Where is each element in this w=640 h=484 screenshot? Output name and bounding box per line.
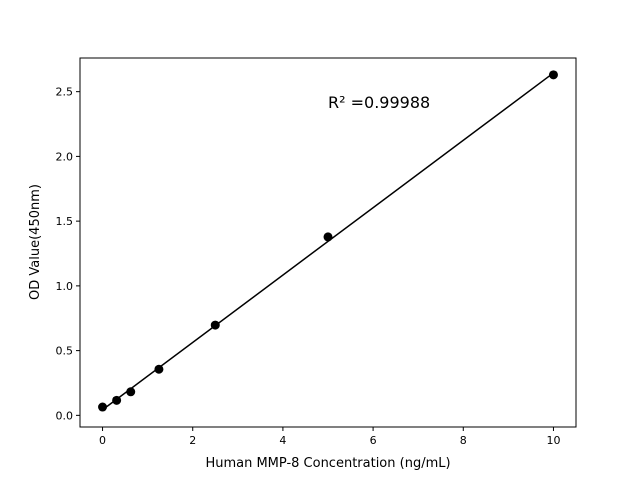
x-tick-label: 2 — [189, 434, 196, 447]
data-point — [112, 395, 122, 405]
data-point — [98, 402, 108, 412]
x-tick-label: 0 — [99, 434, 106, 447]
y-axis-label: OD Value(450nm) — [28, 184, 43, 300]
data-point — [323, 232, 333, 242]
data-point — [154, 364, 164, 374]
data-point — [126, 387, 136, 397]
x-axis-ticks: 0 2 4 6 8 10 — [99, 427, 560, 447]
x-tick-label: 8 — [460, 434, 467, 447]
y-tick-label: 0.5 — [56, 345, 74, 358]
x-axis-label: Human MMP-8 Concentration (ng/mL) — [205, 456, 450, 471]
data-series — [98, 70, 558, 412]
y-tick-label: 1.5 — [56, 215, 74, 228]
y-axis-ticks: 0.0 0.5 1.0 1.5 2.0 2.5 — [56, 86, 80, 422]
x-tick-label: 6 — [370, 434, 377, 447]
y-tick-label: 1.0 — [56, 280, 74, 293]
x-tick-label: 4 — [279, 434, 286, 447]
y-tick-label: 2.5 — [56, 86, 74, 99]
x-tick-label: 10 — [546, 434, 560, 447]
y-tick-label: 2.0 — [56, 150, 74, 163]
y-tick-label: 0.0 — [56, 409, 74, 422]
annotation-r-squared: R² =0.99988 — [328, 93, 430, 112]
data-point — [548, 70, 558, 80]
data-point — [210, 320, 220, 330]
